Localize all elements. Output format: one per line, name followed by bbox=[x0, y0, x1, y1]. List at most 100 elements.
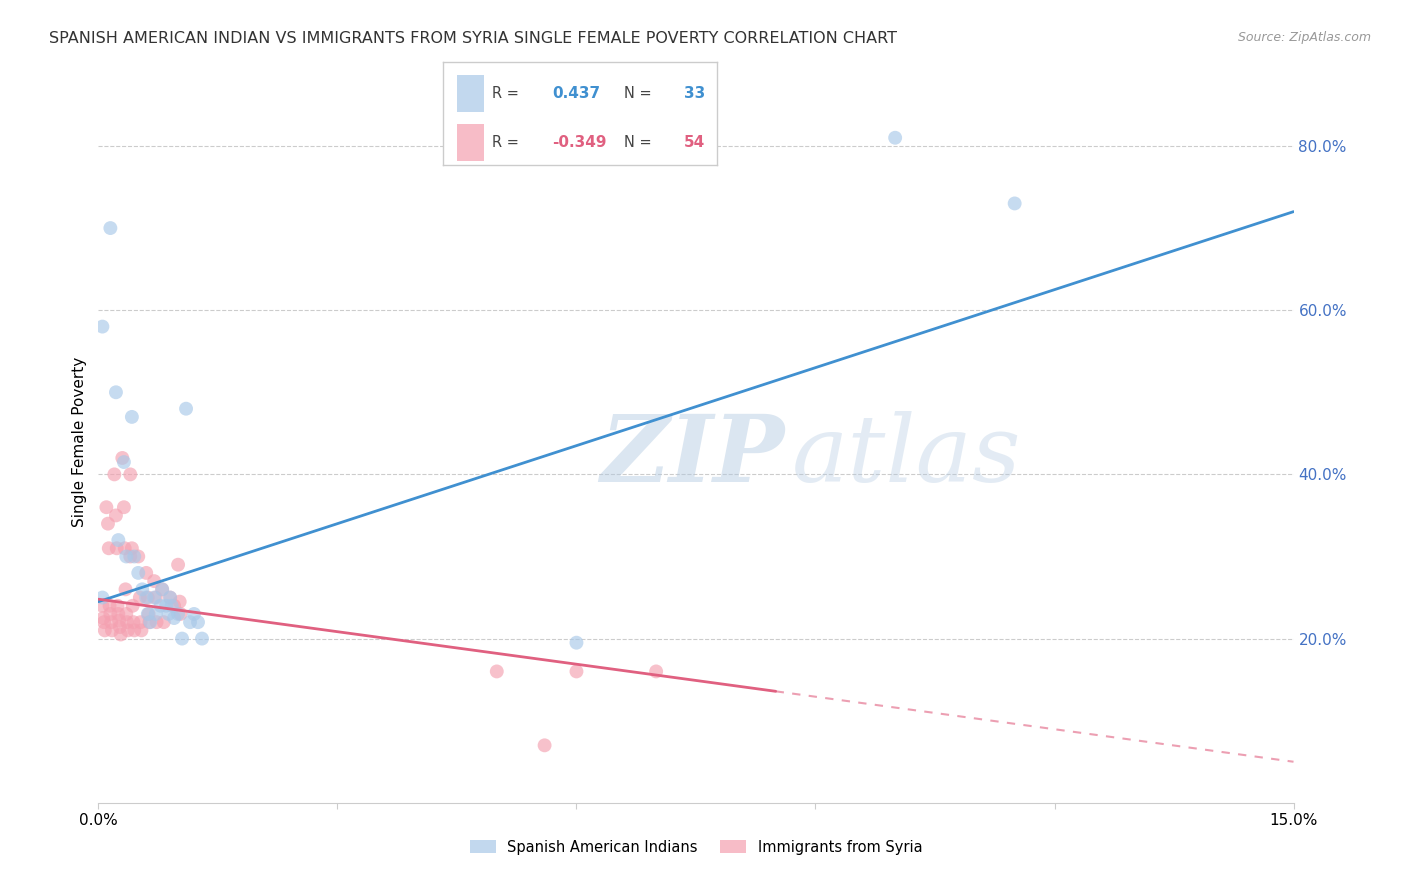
Point bbox=[152, 615, 174, 630]
Text: N =: N = bbox=[624, 135, 657, 150]
Point bbox=[169, 594, 191, 608]
Point bbox=[160, 599, 183, 613]
Point bbox=[145, 591, 167, 605]
Point bbox=[183, 607, 205, 621]
Point bbox=[91, 599, 114, 613]
Point bbox=[163, 599, 186, 613]
Point bbox=[129, 615, 152, 630]
Point bbox=[150, 582, 173, 597]
Point bbox=[91, 591, 114, 605]
Point bbox=[139, 615, 162, 630]
Point bbox=[157, 607, 180, 621]
Text: atlas: atlas bbox=[792, 411, 1021, 501]
Y-axis label: Single Female Poverty: Single Female Poverty bbox=[72, 357, 87, 526]
Point bbox=[131, 624, 153, 638]
Point bbox=[94, 624, 117, 638]
Point bbox=[103, 467, 125, 482]
Point bbox=[108, 614, 131, 628]
Point bbox=[108, 620, 131, 634]
Point bbox=[91, 611, 114, 625]
FancyBboxPatch shape bbox=[457, 124, 484, 161]
Point bbox=[104, 508, 127, 523]
Text: 0.437: 0.437 bbox=[553, 86, 600, 101]
Text: 33: 33 bbox=[685, 86, 706, 101]
Point bbox=[112, 455, 135, 469]
Point bbox=[135, 591, 157, 605]
Point bbox=[179, 615, 201, 630]
Point bbox=[136, 607, 159, 621]
Point bbox=[121, 599, 143, 613]
Point bbox=[111, 450, 134, 465]
Point bbox=[117, 624, 139, 638]
Point bbox=[150, 582, 173, 597]
Point bbox=[110, 627, 132, 641]
Point bbox=[114, 582, 136, 597]
Point bbox=[101, 624, 124, 638]
Point bbox=[138, 607, 160, 621]
Point bbox=[96, 500, 118, 515]
Text: 54: 54 bbox=[685, 135, 706, 150]
Point bbox=[121, 409, 143, 424]
Point bbox=[104, 385, 127, 400]
Point bbox=[645, 665, 668, 679]
Point bbox=[131, 582, 153, 597]
Point bbox=[565, 636, 588, 650]
Point bbox=[135, 566, 157, 580]
Point bbox=[136, 591, 159, 605]
Point bbox=[174, 401, 197, 416]
Point bbox=[107, 533, 129, 547]
Legend: Spanish American Indians, Immigrants from Syria: Spanish American Indians, Immigrants fro… bbox=[464, 834, 928, 861]
Point bbox=[115, 549, 138, 564]
Point bbox=[105, 541, 128, 556]
Point bbox=[1004, 196, 1026, 211]
Text: SPANISH AMERICAN INDIAN VS IMMIGRANTS FROM SYRIA SINGLE FEMALE POVERTY CORRELATI: SPANISH AMERICAN INDIAN VS IMMIGRANTS FR… bbox=[49, 31, 897, 46]
FancyBboxPatch shape bbox=[457, 75, 484, 112]
Point bbox=[191, 632, 214, 646]
Point bbox=[167, 558, 190, 572]
Point bbox=[97, 516, 120, 531]
Point bbox=[112, 500, 135, 515]
Point bbox=[565, 665, 588, 679]
Point bbox=[145, 607, 167, 621]
Point bbox=[98, 599, 121, 613]
Text: Source: ZipAtlas.com: Source: ZipAtlas.com bbox=[1237, 31, 1371, 45]
Point bbox=[97, 541, 120, 556]
Text: -0.349: -0.349 bbox=[553, 135, 607, 150]
Point bbox=[485, 665, 508, 679]
Point bbox=[93, 615, 115, 630]
Point bbox=[143, 574, 166, 588]
Text: N =: N = bbox=[624, 86, 657, 101]
Point bbox=[167, 607, 190, 621]
Point bbox=[533, 739, 555, 753]
Point bbox=[155, 599, 177, 613]
Text: R =: R = bbox=[492, 86, 524, 101]
Point bbox=[128, 591, 150, 605]
Point bbox=[115, 607, 138, 621]
Text: R =: R = bbox=[492, 135, 524, 150]
Point bbox=[98, 221, 122, 235]
Point bbox=[145, 615, 167, 630]
Point bbox=[107, 607, 129, 621]
Point bbox=[159, 591, 181, 605]
Point bbox=[127, 566, 149, 580]
Point bbox=[120, 467, 142, 482]
Point bbox=[149, 599, 172, 613]
Point bbox=[107, 599, 129, 613]
Point bbox=[114, 541, 136, 556]
Text: ZIP: ZIP bbox=[600, 411, 785, 501]
Point bbox=[121, 541, 143, 556]
Point bbox=[163, 611, 186, 625]
Point bbox=[143, 591, 166, 605]
Point bbox=[138, 615, 160, 630]
Point bbox=[91, 319, 114, 334]
Point bbox=[124, 549, 146, 564]
Point bbox=[122, 615, 145, 630]
Point bbox=[169, 607, 191, 621]
Point bbox=[98, 607, 122, 621]
Point bbox=[172, 632, 194, 646]
Point bbox=[187, 615, 209, 630]
Point bbox=[100, 615, 122, 630]
Point bbox=[159, 591, 181, 605]
Point bbox=[884, 130, 907, 145]
Point bbox=[127, 549, 149, 564]
